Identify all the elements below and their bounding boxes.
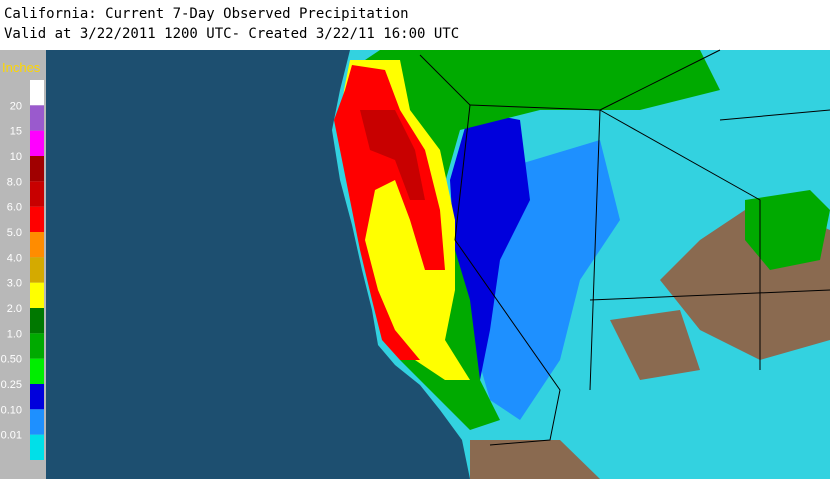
legend-label: 0.01 [1, 430, 22, 442]
legend-label: 1.0 [7, 328, 22, 340]
legend-label: 0.25 [1, 379, 22, 391]
legend-swatch [30, 384, 44, 410]
legend-swatch [30, 257, 44, 283]
legend-swatch [30, 308, 44, 334]
legend-label: 2.0 [7, 303, 22, 315]
legend-label: 10 [10, 151, 22, 163]
legend-label: 15 [10, 126, 22, 138]
legend-label: 0.50 [1, 354, 22, 366]
legend-swatch [30, 80, 44, 106]
legend-swatch [30, 434, 44, 460]
dry-area [470, 440, 600, 479]
precip-area [334, 65, 445, 360]
legend-swatch [30, 130, 44, 156]
legend-label: 20 [10, 100, 22, 112]
map [46, 49, 830, 479]
legend-swatch [30, 232, 44, 258]
legend-label: 3.0 [7, 278, 22, 290]
precip-area [360, 110, 425, 200]
legend-title: Inches [2, 60, 41, 75]
legend-label: 4.0 [7, 252, 22, 264]
legend-swatch [30, 105, 44, 131]
state-borders [419, 49, 830, 446]
precip-area [745, 190, 830, 270]
legend-swatch [30, 156, 44, 182]
legend: 20 15 10 8.0 6.0 5.0 4.0 3.0 2.0 1.0 0.50 0.25 0.10 0… [1, 80, 44, 460]
dry-area [610, 310, 700, 380]
legend-swatch [30, 282, 44, 308]
subtitle: Valid at 3/22/2011 1200 UTC- Created 3/2… [4, 26, 459, 42]
legend-label: 5.0 [7, 227, 22, 239]
legend-label: 8.0 [7, 176, 22, 188]
legend-swatch [30, 333, 44, 359]
legend-label: 6.0 [7, 202, 22, 214]
legend-label: 0.10 [1, 404, 22, 416]
legend-swatch [30, 181, 44, 207]
legend-swatch [30, 206, 44, 232]
legend-swatch [30, 358, 44, 384]
legend-swatch [30, 409, 44, 435]
title: California: Current 7-Day Observed Preci… [4, 6, 409, 22]
